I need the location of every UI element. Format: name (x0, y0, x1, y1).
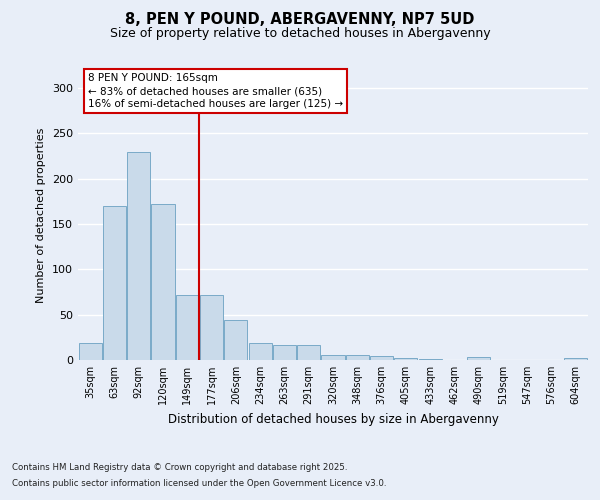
Text: Size of property relative to detached houses in Abergavenny: Size of property relative to detached ho… (110, 28, 490, 40)
Bar (346, 356, 369, 360)
Bar (297, 344, 320, 360)
Bar (273, 344, 296, 360)
Bar (419, 359, 442, 360)
Bar (103, 206, 126, 360)
Bar (565, 358, 587, 360)
Y-axis label: Number of detached properties: Number of detached properties (37, 128, 46, 302)
Text: 8, PEN Y POUND, ABERGAVENNY, NP7 5UD: 8, PEN Y POUND, ABERGAVENNY, NP7 5UD (125, 12, 475, 28)
Bar (151, 204, 175, 360)
Bar (322, 354, 344, 360)
Text: Contains public sector information licensed under the Open Government Licence v3: Contains public sector information licen… (12, 478, 386, 488)
Bar (200, 294, 223, 360)
Text: Contains HM Land Registry data © Crown copyright and database right 2025.: Contains HM Land Registry data © Crown c… (12, 464, 347, 472)
Text: 8 PEN Y POUND: 165sqm
← 83% of detached houses are smaller (635)
16% of semi-det: 8 PEN Y POUND: 165sqm ← 83% of detached … (88, 73, 343, 110)
Bar (370, 356, 393, 360)
Bar (394, 358, 418, 360)
Bar (248, 343, 272, 360)
Bar (127, 152, 150, 360)
Bar (176, 294, 199, 360)
Bar (79, 343, 101, 360)
X-axis label: Distribution of detached houses by size in Abergavenny: Distribution of detached houses by size … (167, 412, 499, 426)
Bar (224, 320, 247, 360)
Bar (467, 358, 490, 360)
